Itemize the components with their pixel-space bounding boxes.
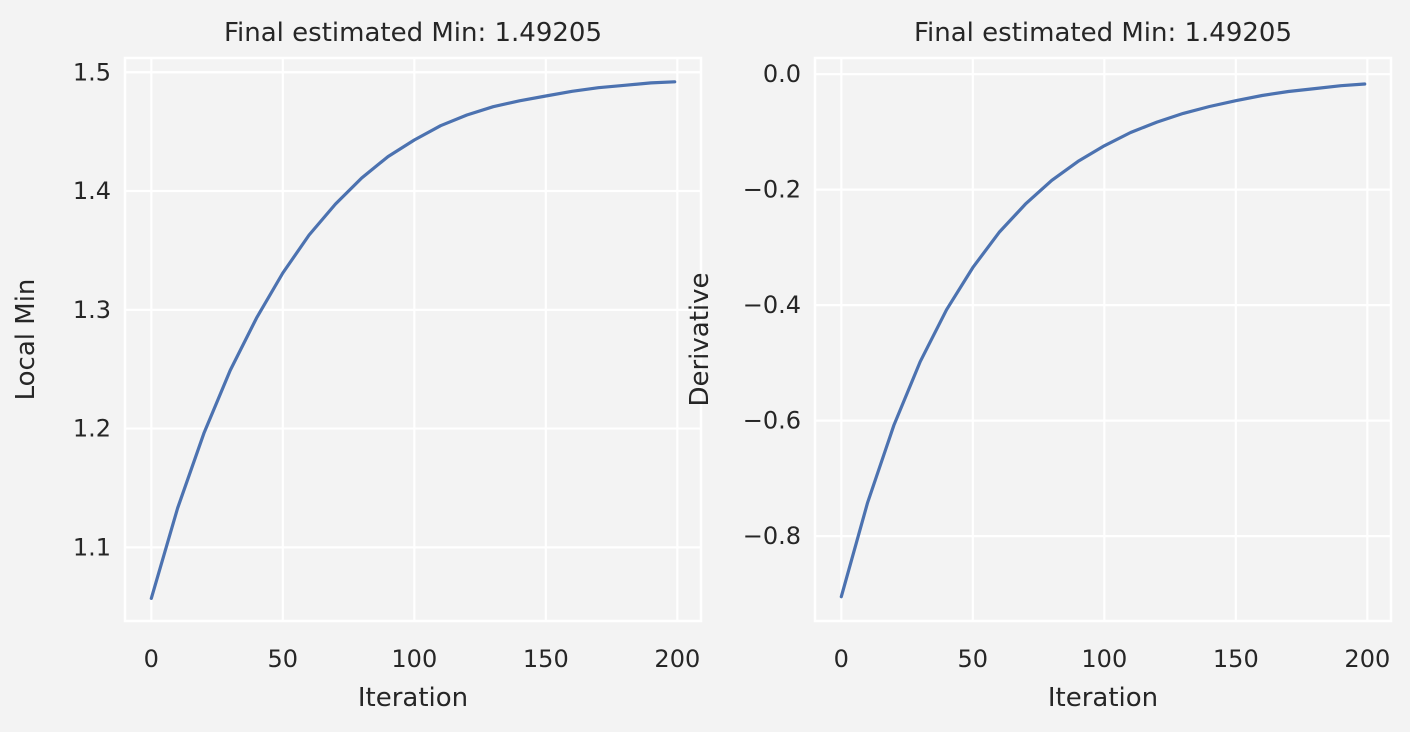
x-tick-label: 50 [958,645,989,673]
y-axis-label: Derivative [685,272,715,406]
y-tick-label: 1.1 [73,533,111,561]
x-tick-label: 200 [1344,645,1390,673]
y-tick-label: −0.4 [743,291,801,319]
y-tick-label: 0.0 [763,60,801,88]
y-tick-label: 1.2 [73,415,111,443]
y-tick-label: −0.2 [743,176,801,204]
series-line [839,82,1367,599]
y-axis-label: Local Min [11,279,41,401]
y-tick-label: 1.5 [73,58,111,86]
x-tick-label: 100 [1081,645,1127,673]
y-tick-label: 1.4 [73,177,111,205]
x-axis-label: Iteration [1048,683,1158,713]
x-tick-label: 0 [144,645,159,673]
chart-title: Final estimated Min: 1.49205 [224,18,602,48]
x-tick-label: 50 [268,645,299,673]
x-tick-label: 0 [834,645,849,673]
x-tick-label: 200 [654,645,700,673]
y-tick-label: 1.3 [73,296,111,324]
series-line [149,80,677,600]
x-tick-label: 150 [523,645,569,673]
y-tick-label: −0.6 [743,407,801,435]
plot-area [123,56,703,623]
y-tick-label: −0.8 [743,522,801,550]
x-axis-label: Iteration [358,683,468,713]
plot-area [813,56,1393,623]
chart-derivative: 0 50 100 150 200 −0.8 −0.6 −0.4 −0.2 0.0 Final est… [685,18,1393,713]
x-tick-label: 100 [391,645,437,673]
chart-title: Final estimated Min: 1.49205 [914,18,1292,48]
chart-local-min: 0 50 100 150 200 1.1 1.2 1.3 1.4 1.5 Final estimat… [11,18,703,713]
x-tick-label: 150 [1213,645,1259,673]
